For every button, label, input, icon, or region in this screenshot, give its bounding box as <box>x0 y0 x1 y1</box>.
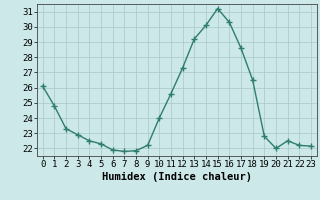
X-axis label: Humidex (Indice chaleur): Humidex (Indice chaleur) <box>102 172 252 182</box>
